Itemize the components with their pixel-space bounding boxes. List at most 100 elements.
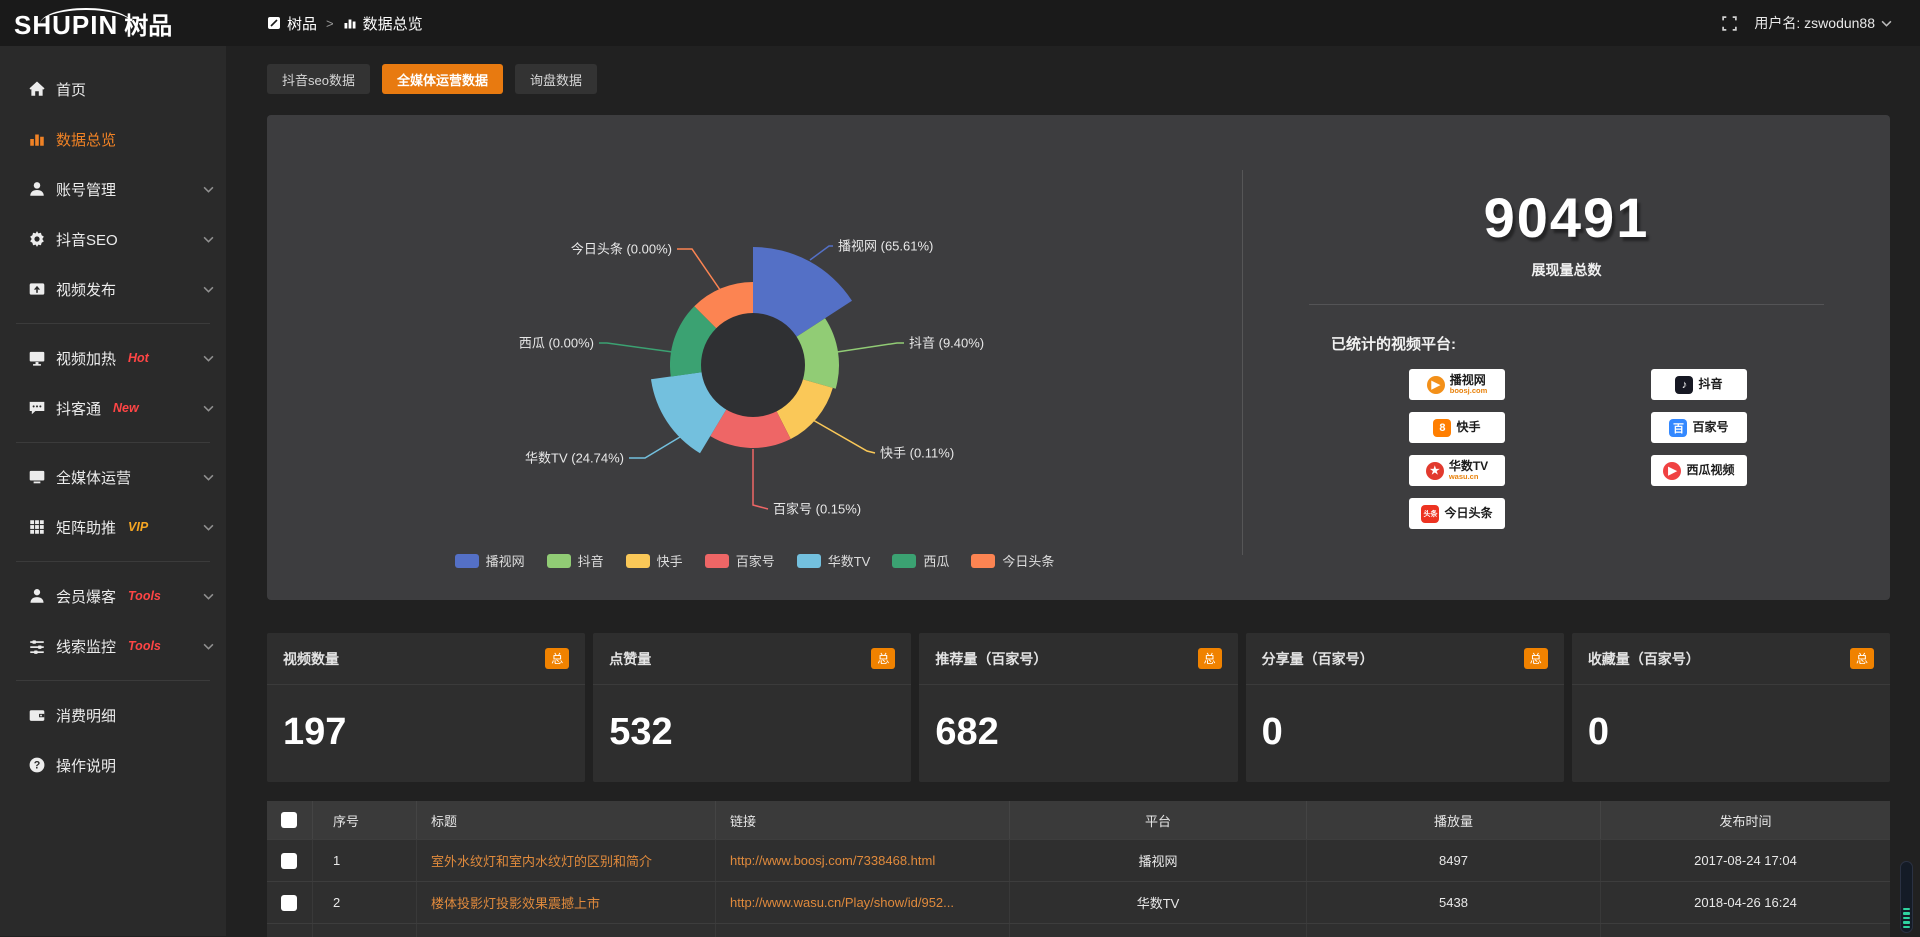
video-title-link[interactable]: 室外水纹灯和室内水纹灯的区别和简介: [431, 854, 653, 869]
chevron-down-icon: [1881, 20, 1892, 27]
platform-text: 百家号: [1692, 419, 1729, 434]
pie-label-line-2: [812, 419, 876, 454]
pie-label-line-0: [809, 245, 833, 261]
sidebar-divider: [16, 442, 210, 443]
impressions-summary: 90491 展现量总数 已统计的视频平台: ▶ 播视网 boosj.com ♪ 抖音 8 快…: [1243, 115, 1890, 600]
legend-label: 西瓜: [923, 554, 950, 569]
platform-name: 华数TV: [1448, 459, 1489, 474]
gear-icon: [28, 230, 46, 248]
sidebar-item-4[interactable]: 视频发布: [0, 264, 226, 314]
sidebar-item-9[interactable]: 全媒体运营: [0, 452, 226, 502]
platform-badges: ▶ 播视网 boosj.com ♪ 抖音 8 快手百百家号 ★ 华数TV wasu.cn ▶ 西瓜视频…: [1409, 369, 1890, 529]
table-cell-r1-c3: http://www.boosj.com/7338468.html: [716, 840, 1010, 881]
legend-label: 今日头条: [1002, 554, 1055, 569]
platform-logo-icon: ★: [1425, 461, 1444, 480]
legend-item-6[interactable]: 今日头条: [971, 551, 1054, 570]
platform-logo-icon: ♪: [1675, 375, 1694, 394]
platform-text: 抖音: [1698, 377, 1722, 391]
sidebar-item-16[interactable]: ? 操作说明: [0, 740, 226, 790]
sidebar-item-label: 数据总览: [56, 131, 117, 149]
video-title-link[interactable]: 楼体投影灯投影效果震撼上市: [431, 896, 601, 911]
row-checkbox[interactable]: [281, 894, 297, 911]
legend-swatch: [704, 553, 729, 568]
legend-label: 华数TV: [827, 554, 871, 569]
stat-card-0: 视频数量 总 197: [267, 633, 586, 782]
sidebar-item-1[interactable]: 数据总览: [0, 114, 226, 164]
sidebar-item-6[interactable]: 视频加热 Hot: [0, 333, 226, 383]
table-cell-empty: [417, 924, 716, 937]
tab-2[interactable]: 全媒体运营数据: [381, 64, 503, 94]
breadcrumb-label: 树品: [287, 15, 318, 33]
sidebar-item-7[interactable]: 抖客通 New: [0, 383, 226, 433]
video-url-link[interactable]: http://www.wasu.cn/Play/show/id/952...: [730, 895, 954, 910]
table-cell-empty: [267, 924, 313, 937]
cell-text: 1: [333, 853, 341, 868]
page-scrollbar[interactable]: [1900, 861, 1913, 933]
table-header-cell-0: [267, 801, 313, 839]
sidebar-item-10[interactable]: 矩阵助推 VIP: [0, 502, 226, 552]
legend-item-2[interactable]: 快手: [625, 551, 683, 570]
sidebar-item-label: 抖音SEO: [56, 231, 118, 249]
pie-label-line-1: [836, 342, 904, 353]
sidebar-item-15[interactable]: 消费明细: [0, 690, 226, 740]
sidebar: 首页数据总览账号管理抖音SEO 视频发布视频加热 Hot 抖客通 New 全媒体运营 矩阵助…: [0, 46, 226, 936]
stat-card-value: 682: [935, 711, 999, 753]
legend-item-3[interactable]: 百家号: [704, 551, 775, 570]
fullscreen-icon[interactable]: [1721, 15, 1738, 32]
scrollbar-stripe: [1903, 907, 1910, 910]
sidebar-item-label: 视频发布: [56, 281, 117, 299]
breadcrumb-item-1[interactable]: 树品: [267, 13, 317, 34]
table-cell-r2-c1: 2: [313, 882, 417, 923]
legend-item-5[interactable]: 西瓜: [892, 551, 949, 570]
select-all-checkbox[interactable]: [281, 812, 297, 828]
logo-cjk: 树品: [124, 12, 173, 40]
stat-card-title: 分享量（百家号）: [1261, 650, 1374, 667]
panel-divider: [1242, 170, 1243, 555]
bar-chart-icon: [28, 130, 46, 148]
breadcrumb-separator: >: [326, 15, 334, 31]
breadcrumb: 树品 > 数据总览: [267, 13, 423, 34]
platform-text: 西瓜视频: [1686, 463, 1734, 477]
chevron-down-icon: [203, 286, 214, 293]
sidebar-item-label: 操作说明: [56, 757, 117, 775]
legend-item-0[interactable]: 播视网: [454, 551, 525, 570]
breadcrumb-item-2[interactable]: 数据总览: [343, 13, 423, 34]
sidebar-item-0[interactable]: 首页: [0, 64, 226, 114]
tab-3[interactable]: 询盘数据: [514, 64, 597, 94]
videos-table: 序号 标题 链接 平台 播放量 发布时间 1 室外水纹灯和室内水纹灯的区别和简介 http://…: [267, 801, 1890, 937]
legend-label: 抖音: [577, 554, 604, 569]
question-icon: ?: [28, 756, 46, 774]
legend-item-4[interactable]: 华数TV: [796, 551, 871, 570]
table-cell-r1-c6: 2017-08-24 17:04: [1601, 840, 1890, 881]
sidebar-item-12[interactable]: 会员爆客 Tools: [0, 571, 226, 621]
platform-badge-4: ★ 华数TV wasu.cn: [1409, 455, 1505, 486]
stat-card-header: 推荐量（百家号） 总: [919, 633, 1238, 685]
app-icon: [267, 16, 281, 30]
video-url-link[interactable]: http://www.boosj.com/7338468.html: [730, 853, 936, 868]
stat-card-header: 分享量（百家号） 总: [1245, 633, 1564, 685]
table-cell-r2-c0: [267, 882, 313, 923]
sidebar-divider: [16, 561, 210, 562]
table-cell-r1-c2: 室外水纹灯和室内水纹灯的区别和简介: [417, 840, 716, 881]
total-badge: 总: [871, 648, 896, 669]
platforms-title: 已统计的视频平台:: [1331, 336, 1456, 353]
topbar-right: 用户名: zswodun88: [1721, 13, 1920, 33]
tab-1[interactable]: 抖音seo数据: [267, 64, 370, 94]
user-menu[interactable]: 用户名: zswodun88: [1754, 13, 1892, 33]
platform-logo-icon: 百: [1669, 418, 1688, 437]
video-icon: [28, 280, 46, 298]
sidebar-item-3[interactable]: 抖音SEO: [0, 214, 226, 264]
sidebar-item-label: 消费明细: [56, 707, 117, 725]
legend-item-1[interactable]: 抖音: [546, 551, 604, 570]
pie-label-5: 西瓜 (0.00%): [519, 336, 594, 351]
sidebar-item-13[interactable]: 线索监控 Tools: [0, 621, 226, 671]
app-logo[interactable]: SHUPIN 树品: [0, 6, 226, 41]
chat-icon: [28, 399, 46, 417]
row-checkbox[interactable]: [281, 852, 297, 869]
data-tabs: 抖音seo数据 全媒体运营数据 询盘数据: [267, 64, 597, 94]
table-cell-empty: [1307, 924, 1601, 937]
stat-cards: 视频数量总 197 点赞量总 532 推荐量（百家号）总 682 分享量（百家号）总 0 收藏量…: [267, 633, 1891, 782]
pie-label-line-5: [599, 342, 681, 354]
sidebar-item-2[interactable]: 账号管理: [0, 164, 226, 214]
platform-name: 百家号: [1692, 419, 1729, 434]
